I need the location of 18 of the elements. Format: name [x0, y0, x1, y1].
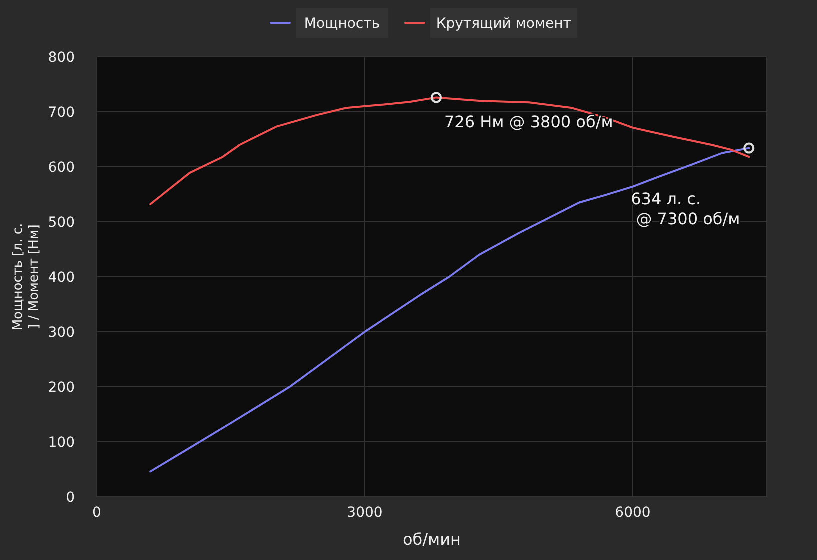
- y-tick-label: 0: [66, 490, 75, 506]
- x-tick-label: 3000: [347, 505, 383, 521]
- legend-label: Крутящий момент: [436, 16, 572, 32]
- x-axis-title: об/мин: [403, 530, 461, 549]
- y-tick-label: 300: [48, 325, 75, 341]
- x-tick-label: 0: [92, 505, 102, 521]
- y-axis-title: Мощность [л. с. ] / Момент [Нм]: [11, 223, 42, 331]
- y-tick-label: 700: [48, 105, 75, 121]
- x-tick-label: 6000: [615, 505, 651, 521]
- y-tick-label: 400: [48, 270, 75, 286]
- y-tick-label: 100: [48, 435, 75, 451]
- legend-label: Мощность: [304, 16, 380, 32]
- y-tick-label: 200: [48, 380, 75, 396]
- annotation: 726 Нм @ 3800 об/м: [444, 112, 614, 132]
- y-tick-label: 500: [48, 215, 75, 231]
- y-tick-label: 800: [48, 50, 75, 66]
- y-tick-label: 600: [48, 160, 75, 176]
- annotation: 634 л. с. @ 7300 об/м: [631, 189, 740, 228]
